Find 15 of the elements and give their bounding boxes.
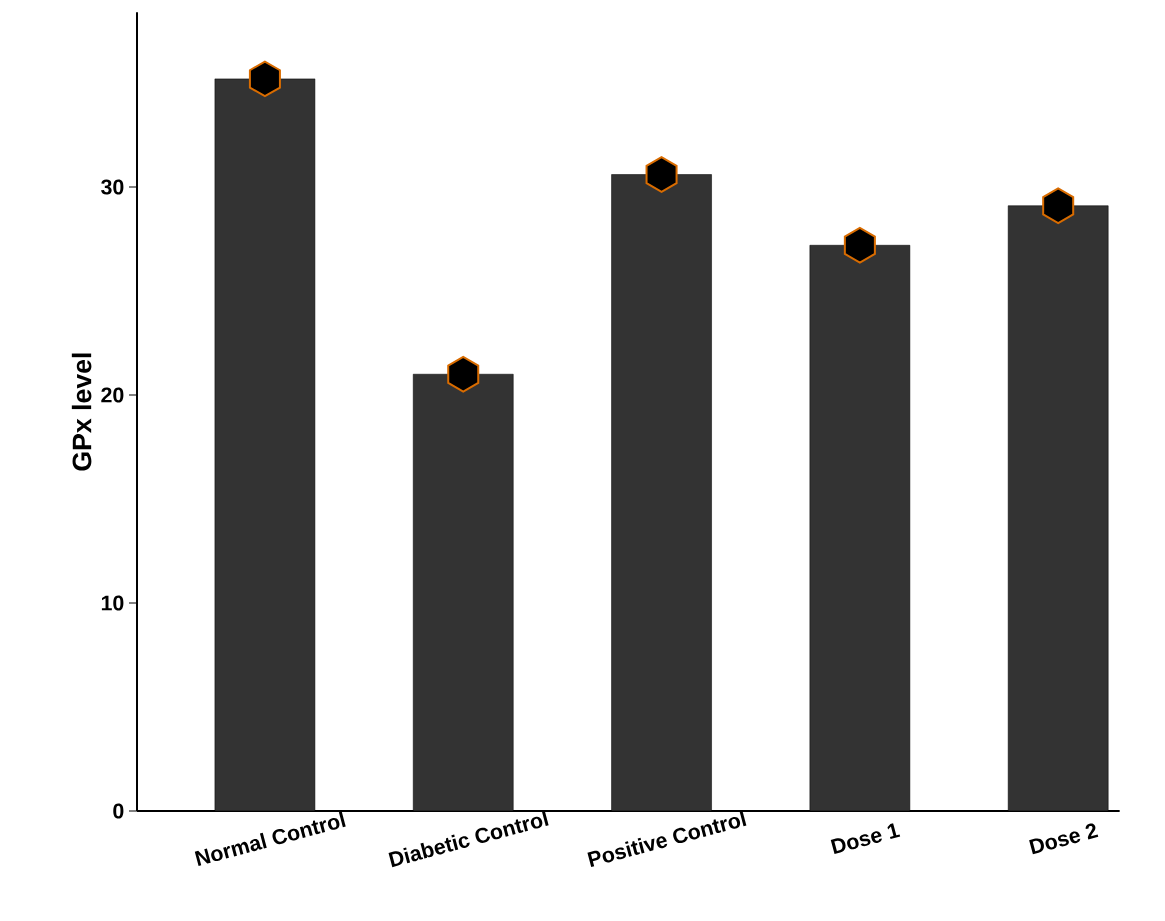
y-tick-label: 0 [113,803,124,819]
point [645,156,678,193]
y-tick-label: 20 [101,387,124,403]
x-tick-label: Dose 2 [1029,823,1099,855]
x-tick-label: Positive Control [587,810,747,867]
y-tick-label: 30 [101,179,124,195]
point [1042,187,1075,225]
point [843,226,876,264]
y-axis-title: GPx level [71,353,92,471]
x-tick-label: Normal Control [194,811,346,866]
x-tick-label: Dose 1 [830,823,901,855]
x-tick-label: Diabetic Control [388,810,549,868]
point [447,355,480,393]
y-tick-label: 10 [101,595,124,611]
point [248,60,281,98]
